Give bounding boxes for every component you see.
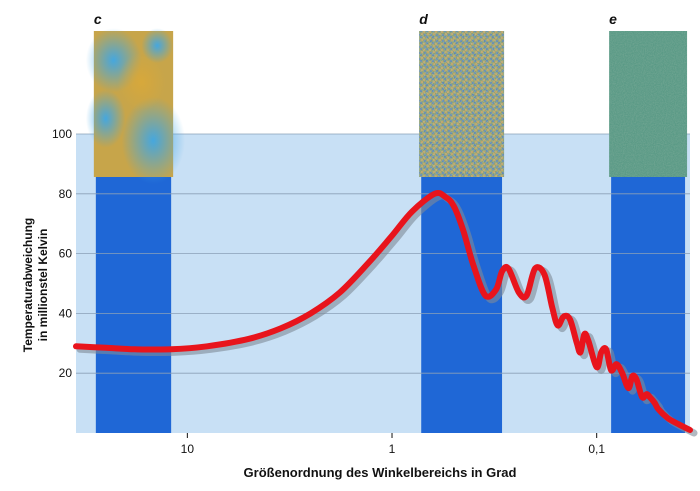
y-axis-title-line2: in millionstel Kelvin — [36, 229, 50, 342]
highlight-band — [95, 134, 172, 433]
x-tick-label: 0,1 — [588, 442, 605, 456]
thumbnail-label: c — [94, 11, 102, 27]
thumbnail-d: d — [419, 11, 505, 177]
thumbnail-e: e — [609, 11, 688, 177]
y-tick-label: 40 — [59, 306, 73, 320]
series-curve — [73, 189, 698, 437]
y-tick-label: 100 — [52, 127, 72, 141]
y-tick-label: 60 — [59, 247, 73, 261]
thumbnails: c d e — [85, 11, 688, 185]
thumbnail-c: c — [85, 11, 186, 185]
thumbnail-label: e — [609, 11, 617, 27]
plot-background — [76, 134, 690, 433]
highlight-band — [421, 134, 503, 433]
thumbnail-label: d — [419, 11, 428, 27]
x-tick-label: 10 — [181, 442, 195, 456]
y-axis-ticks: 20 40 60 80 100 — [52, 127, 72, 380]
highlight-band — [611, 134, 686, 433]
y-tick-label: 80 — [59, 187, 73, 201]
y-axis-title-line1: Temperaturabweichung — [21, 218, 35, 352]
series-line — [73, 189, 693, 433]
x-axis-title: Größenordnung des Winkelbereichs in Grad — [244, 465, 517, 480]
y-tick-label: 20 — [59, 366, 73, 380]
x-axis-ticks: 10 1 0,1 — [181, 433, 605, 456]
x-tick-label: 1 — [389, 442, 396, 456]
